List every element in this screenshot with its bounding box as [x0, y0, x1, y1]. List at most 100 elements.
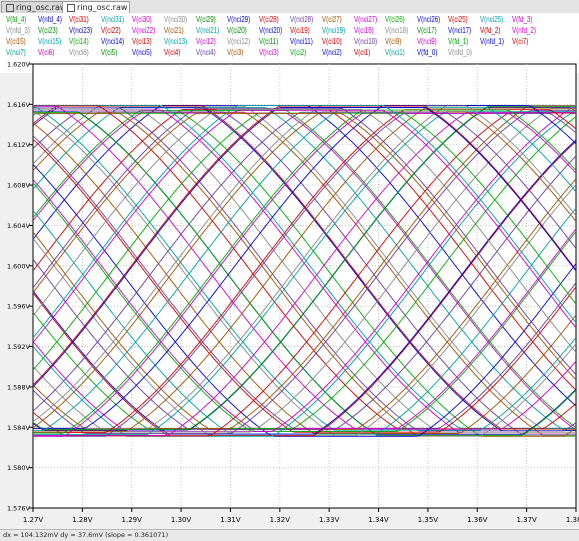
legend-trace-label[interactable]: V(nfd_3) [6, 26, 30, 35]
legend-trace-label[interactable]: V(nci26) [416, 15, 441, 24]
legend-trace-label[interactable]: V(ci17) [416, 26, 437, 35]
legend-trace-label[interactable]: V(ci3) [227, 48, 244, 57]
legend-trace-label[interactable]: V(ci28) [258, 15, 279, 24]
legend-trace-label[interactable]: V(ci9) [385, 37, 402, 46]
legend-trace-label[interactable]: V(ci10) [322, 37, 342, 46]
legend-trace-label[interactable]: V(ci23) [37, 26, 58, 35]
tab-label: ring_osc.raw [77, 3, 128, 12]
signal-trace [32, 139, 577, 433]
legend-trace-label[interactable]: V(ci29) [195, 15, 216, 24]
signal-trace [32, 111, 577, 412]
legend-trace-label[interactable]: V(nci18) [385, 26, 409, 35]
legend-trace-label[interactable]: V(ci5) [100, 48, 118, 57]
legend-trace-label[interactable]: V(ci21) [164, 26, 184, 35]
legend-trace-label[interactable]: V(nci13) [164, 37, 188, 46]
legend-trace-label[interactable]: V(nci1) [385, 48, 405, 57]
legend-trace-label[interactable]: V(ci13) [132, 37, 153, 46]
legend-trace-label[interactable]: V(nci9) [416, 37, 437, 46]
signal-trace [33, 111, 576, 436]
legend-trace-label[interactable]: V(ci15) [6, 37, 26, 46]
y-tick-label: 1.608V [7, 182, 31, 190]
legend-trace-label[interactable]: V(nci23) [69, 26, 93, 35]
tab-label: ring_osc.raw [16, 3, 67, 12]
legend-trace-label[interactable]: V(fd_3) [511, 15, 533, 24]
legend-trace-label[interactable]: V(nfd_4) [37, 15, 62, 24]
legend-trace-label[interactable]: V(ci30) [132, 15, 153, 24]
signal-trace [33, 107, 577, 432]
legend-trace-label[interactable]: V(ci11) [258, 37, 279, 46]
legend-trace-label[interactable]: V(ci14) [69, 37, 89, 46]
legend-trace-label[interactable]: V(nci21) [195, 26, 219, 35]
y-tick-label: 1.584V [7, 424, 31, 432]
legend-trace-label[interactable]: V(nci12) [227, 37, 251, 46]
legend-trace-label[interactable]: V(nci14) [100, 37, 125, 46]
legend-trace-label[interactable]: V(ci20) [227, 26, 247, 35]
legend-trace-label[interactable]: V(nci3) [258, 48, 279, 57]
legend-trace-label[interactable]: V(nci15) [37, 37, 61, 46]
x-tick-label: 1.35V [418, 516, 439, 522]
legend-trace-label[interactable]: V(nci29) [227, 15, 251, 24]
x-tick-label: 1.28V [72, 516, 93, 522]
signal-trace [32, 112, 576, 437]
legend-trace-label[interactable]: V(ci27) [322, 15, 342, 24]
legend-trace-label[interactable]: V(nfd_1) [480, 37, 504, 46]
legend-trace-label[interactable]: V(nci11) [290, 37, 314, 46]
signal-trace [32, 112, 577, 431]
y-tick-label: 1.604V [7, 222, 31, 230]
legend-trace-label[interactable]: V(ci6) [37, 48, 54, 57]
legend-trace-label[interactable]: V(nci7) [6, 48, 26, 57]
legend-trace-label[interactable]: V(ci7) [511, 37, 528, 46]
x-tick-label: 1.31V [220, 516, 241, 522]
legend-trace-label[interactable]: V(nfd_0) [448, 48, 473, 57]
legend-trace-label[interactable]: V(ci1) [353, 48, 370, 57]
waveform-plot[interactable]: 1.27V 1.28V 1.29V 1.30V 1.31V 1.32V 1.33V 1.34V… [0, 60, 579, 525]
legend-trace-label[interactable]: V(fd_0) [416, 48, 438, 57]
legend-trace-label[interactable]: V(nci20) [258, 26, 283, 35]
legend-trace-label[interactable]: V(nci27) [353, 15, 377, 24]
signal-trace [32, 109, 577, 353]
legend-trace-label[interactable]: V(fd_1) [448, 37, 469, 46]
tab-schematic[interactable]: ring_osc.raw [1, 1, 69, 13]
legend-trace-label[interactable]: V(nci30) [164, 15, 188, 24]
legend-trace-label[interactable]: V(ci26) [385, 15, 405, 24]
legend-trace-label[interactable]: V(ci19) [290, 26, 311, 35]
legend-trace-label[interactable]: V(nci17) [448, 26, 472, 35]
legend-trace-label[interactable]: V(fd_4) [6, 15, 27, 24]
legend-trace-label[interactable]: V(nci2) [322, 48, 342, 57]
signal-trace [32, 155, 577, 431]
x-tick-label: 1.27V [23, 516, 44, 522]
legend-trace-label[interactable]: V(nci10) [353, 37, 377, 46]
legend-trace-label[interactable]: V(nci28) [290, 15, 314, 24]
legend-trace-label[interactable]: V(ci2) [290, 48, 307, 57]
legend-trace-label[interactable]: V(fd_2) [480, 26, 501, 35]
legend-trace-label[interactable]: V(nci22) [132, 26, 156, 35]
x-tick-label: 1.29V [122, 516, 143, 522]
x-tick-label: 1.38V [566, 516, 579, 522]
legend-trace-label[interactable]: V(nci25) [480, 15, 504, 24]
legend-trace-label[interactable]: V(nci31) [100, 15, 125, 24]
signal-trace [32, 111, 576, 436]
signal-trace [32, 140, 577, 437]
schematic-icon [6, 3, 14, 12]
legend-trace-label[interactable]: V(ci25) [448, 15, 469, 24]
signal-trace [33, 104, 577, 429]
legend-trace-label[interactable]: V(nci4) [195, 48, 216, 57]
legend-trace-label[interactable]: V(nfd_2) [511, 26, 536, 35]
y-tick-label: 1.580V [7, 464, 31, 472]
waveform-plot-svg[interactable]: 1.27V 1.28V 1.29V 1.30V 1.31V 1.32V 1.33V 1.34V… [0, 60, 579, 525]
legend-trace-label[interactable]: V(ci22) [100, 26, 121, 35]
legend-trace-label[interactable]: V(ci31) [69, 15, 89, 24]
legend-trace-label[interactable]: V(nci6) [69, 48, 89, 57]
signal-trace [32, 182, 577, 432]
legend-trace-label[interactable]: V(ci12) [195, 37, 216, 46]
y-tick-label: 1.612V [7, 141, 31, 149]
legend-trace-label[interactable]: V(nci19) [322, 26, 346, 35]
signal-trace [32, 105, 577, 422]
legend-trace-label[interactable]: V(ci18) [353, 26, 374, 35]
signal-trace [33, 107, 577, 432]
signal-trace [32, 111, 577, 429]
signal-trace [33, 109, 577, 434]
legend-trace-label[interactable]: V(nci5) [132, 48, 153, 57]
legend-trace-label[interactable]: V(ci4) [164, 48, 181, 57]
tab-waveform[interactable]: ring_osc.raw [62, 1, 130, 13]
